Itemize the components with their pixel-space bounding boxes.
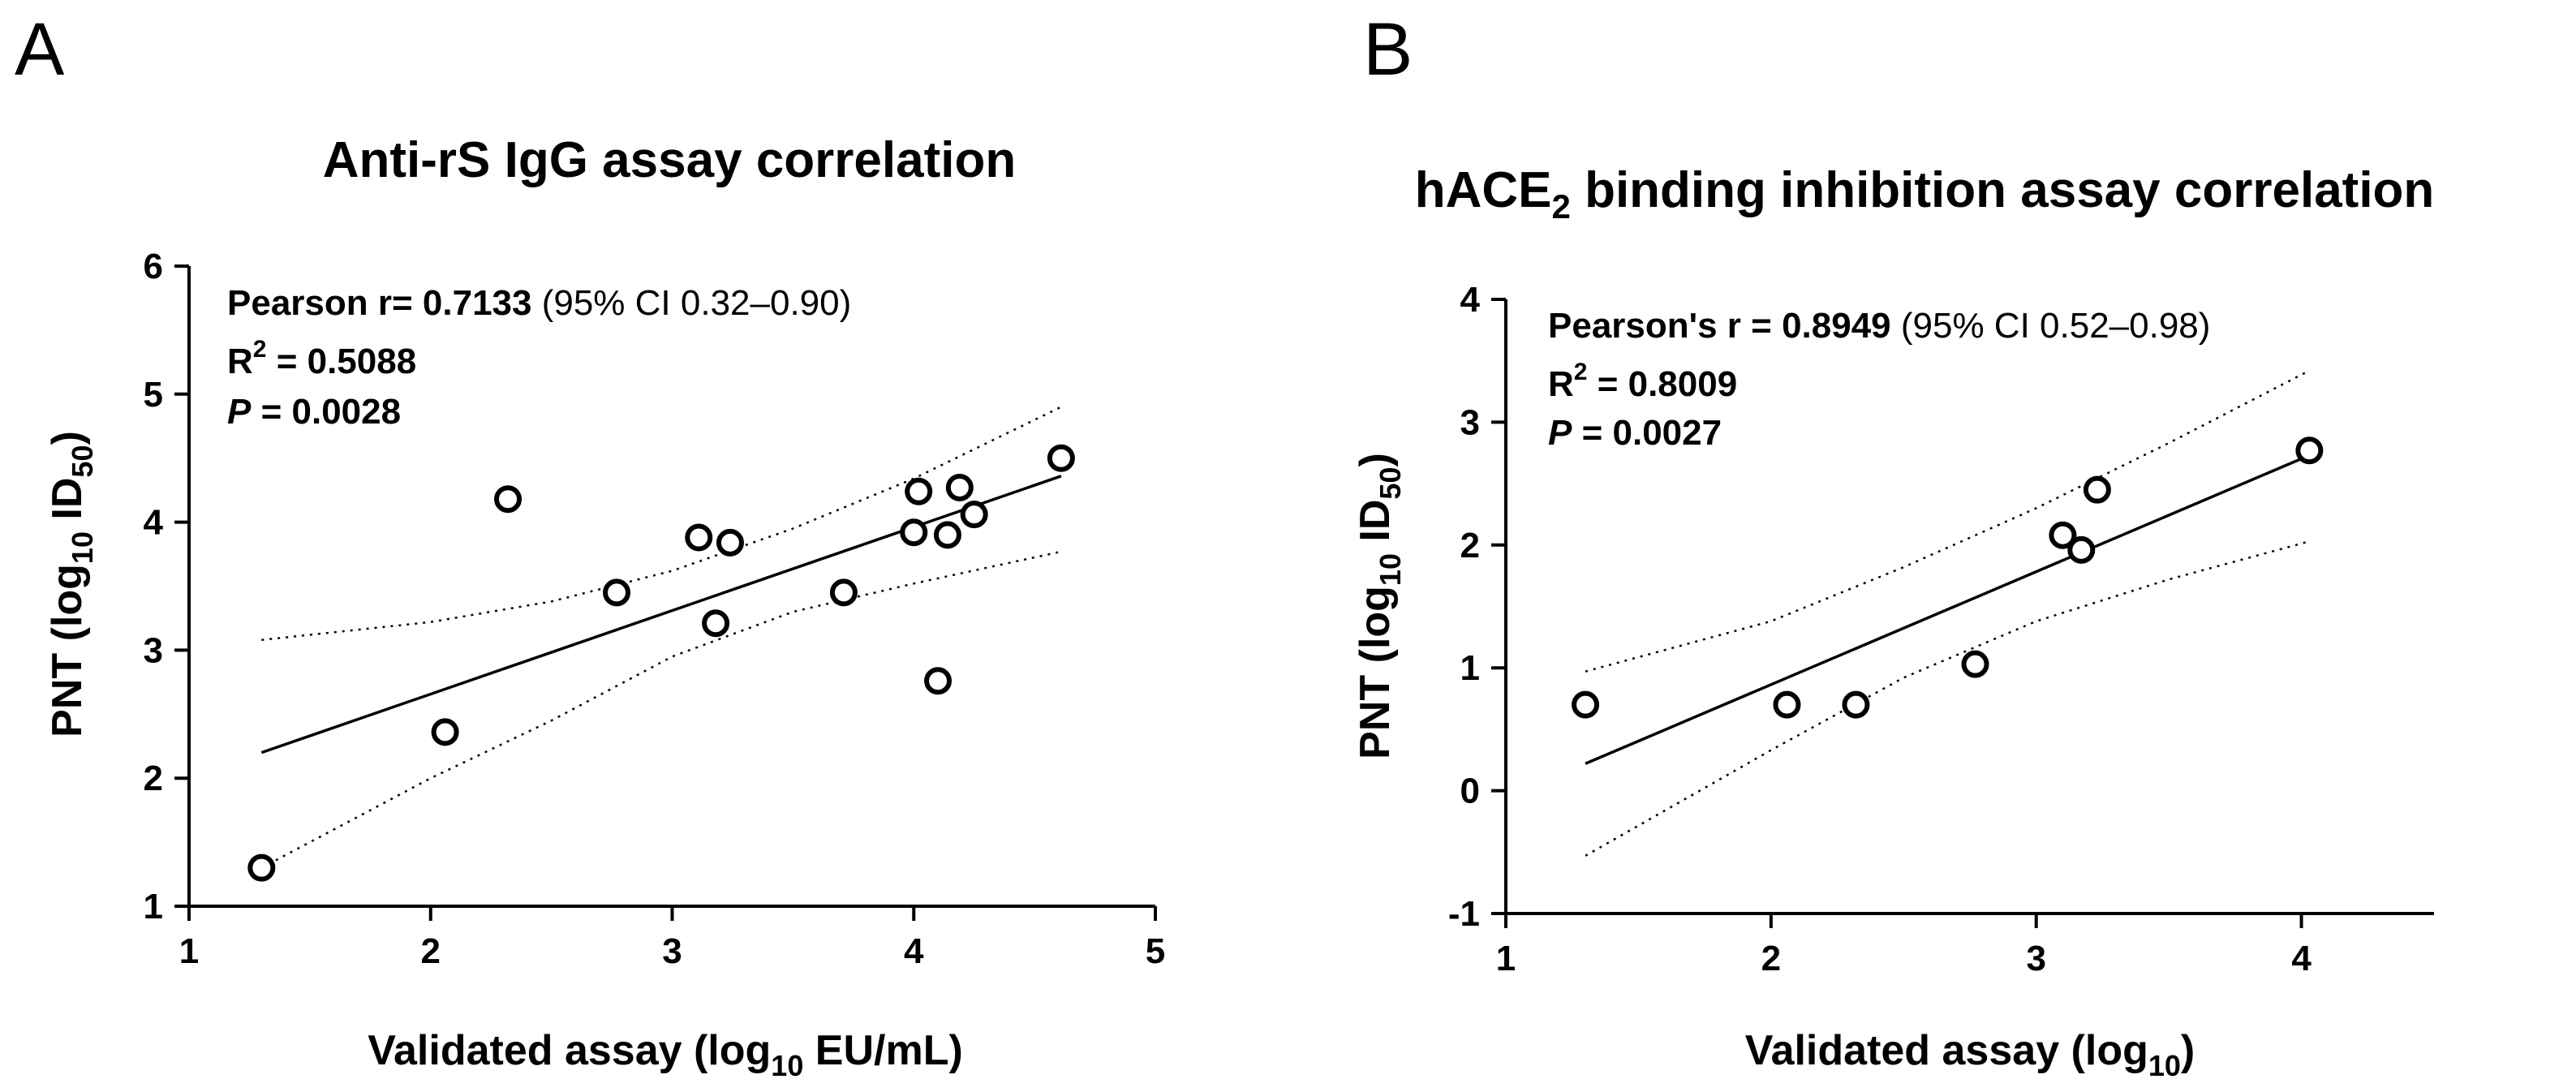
data-point-a [702, 609, 730, 638]
ci-lower-b [1585, 540, 2310, 857]
r-squared-a: R2 = 0.5088 [227, 336, 416, 381]
data-point-a [933, 521, 961, 549]
data-points-a [247, 444, 1075, 882]
y-tick-label-a: 4 [144, 503, 164, 543]
ci-lower-a [260, 550, 1062, 869]
data-point-a [960, 501, 988, 529]
data-point-b [1572, 690, 1600, 719]
data-point-b [1961, 650, 1989, 678]
y-axis-label-a: PNT (log10 ID50) [44, 431, 99, 737]
stats-box-b: Pearson's r = 0.8949 (95% CI 0.52–0.98) … [1548, 306, 2210, 453]
data-point-a [247, 853, 276, 882]
r-squared-b: R2 = 0.8009 [1548, 359, 1737, 404]
x-tick-label-a: 2 [421, 931, 441, 971]
ticks-b: 1 2 3 4 -1 0 1 2 3 4 [1448, 280, 2312, 978]
regression-line-b [1585, 454, 2311, 765]
y-tick-label-b: 3 [1460, 402, 1480, 442]
y-tick-label-b: 0 [1460, 772, 1480, 811]
x-tick-label-b: 2 [1761, 939, 1781, 978]
panel-b: B hACE2 binding inhibition assay correla… [1352, 8, 2434, 1082]
confidence-band-b [1585, 369, 2310, 857]
p-value-b: P = 0.0027 [1548, 413, 1722, 453]
x-axis-label-a: Validated assay (log10 EU/mL) [368, 1027, 963, 1082]
data-point-a [494, 485, 523, 514]
data-point-b [1842, 690, 1870, 719]
x-tick-label-a: 1 [179, 931, 199, 971]
regression-line-a [260, 475, 1062, 755]
pearson-r-b: Pearson's r = 0.8949 (95% CI 0.52–0.98) [1548, 306, 2210, 346]
chart-title-a: Anti-rS IgG assay correlation [323, 132, 1016, 188]
panel-a: A Anti-rS IgG assay correlation 1 2 3 4 5 1 2 3… [15, 8, 1165, 1082]
chart-title-b: hACE2 binding inhibition assay correlati… [1415, 162, 2435, 226]
data-point-b [1773, 690, 1801, 719]
y-tick-label-a: 2 [144, 759, 163, 798]
data-point-a [431, 718, 459, 746]
pearson-r-a: Pearson r= 0.7133 (95% CI 0.32–0.90) [227, 283, 851, 323]
data-point-b [2295, 436, 2324, 465]
y-axis-label-b: PNT (log10 ID50) [1352, 453, 1407, 759]
y-tick-label-b: 1 [1460, 648, 1480, 688]
y-tick-label-b: 2 [1460, 526, 1480, 565]
panel-letter-b: B [1363, 8, 1413, 91]
data-point-a [905, 477, 933, 505]
data-point-a [924, 667, 953, 695]
y-tick-label-a: 5 [144, 375, 163, 415]
x-tick-label-a: 4 [904, 931, 924, 971]
y-tick-label-b: -1 [1448, 894, 1480, 934]
data-point-a [900, 518, 928, 547]
x-axis-label-b: Validated assay (log10) [1745, 1027, 2195, 1082]
data-points-b [1572, 436, 2324, 719]
panel-letter-a: A [15, 8, 65, 91]
x-tick-label-a: 3 [662, 931, 682, 971]
data-point-b [2067, 535, 2096, 564]
data-point-a [716, 528, 744, 557]
p-value-a: P = 0.0028 [227, 392, 401, 432]
ci-upper-b [1585, 369, 2310, 673]
stats-box-a: Pearson r= 0.7133 (95% CI 0.32–0.90) R2 … [227, 283, 851, 432]
data-point-a [685, 523, 713, 552]
data-point-b [2049, 521, 2077, 549]
data-point-a [1047, 444, 1075, 472]
confidence-band-a [260, 406, 1062, 869]
y-tick-label-a: 1 [144, 887, 163, 926]
x-tick-label-b: 4 [2291, 939, 2312, 978]
y-tick-label-a: 3 [144, 630, 163, 670]
y-tick-label-a: 6 [144, 247, 163, 286]
x-tick-label-b: 3 [2026, 939, 2045, 978]
data-point-a [829, 578, 858, 607]
data-point-a [945, 473, 974, 501]
x-tick-label-b: 1 [1496, 939, 1516, 978]
data-point-b [2083, 475, 2111, 504]
y-tick-label-b: 4 [1460, 280, 1481, 320]
x-tick-label-a: 5 [1146, 931, 1165, 971]
ticks-a: 1 2 3 4 5 1 2 3 4 5 6 [144, 247, 1166, 971]
data-point-a [603, 578, 631, 607]
